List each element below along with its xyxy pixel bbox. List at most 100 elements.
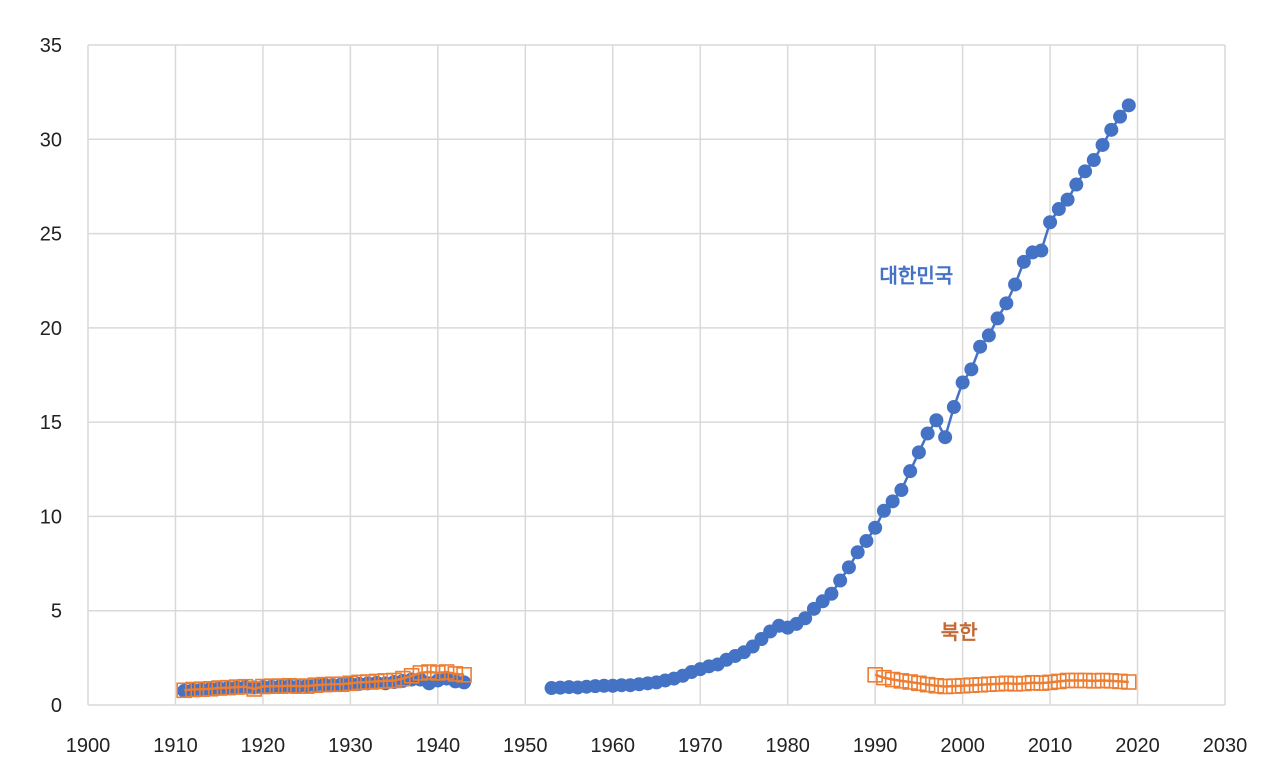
series-annotation: 북한 (941, 620, 978, 644)
data-point (438, 664, 455, 680)
data-point (351, 674, 367, 691)
x-tick-label: 1920 (241, 735, 286, 757)
data-point (981, 676, 997, 693)
data-point (1121, 98, 1136, 113)
data-point (903, 464, 918, 479)
data-point (973, 339, 988, 354)
x-tick-label: 1960 (591, 735, 636, 757)
data-point (920, 426, 935, 441)
x-tick-label: 1980 (765, 735, 810, 757)
data-point (176, 682, 193, 699)
data-point (868, 520, 883, 535)
data-point (876, 503, 891, 518)
data-point (859, 533, 874, 548)
data-point (850, 545, 865, 560)
data-point (972, 677, 988, 693)
data-point (884, 671, 901, 688)
data-point (325, 676, 341, 693)
data-point (1042, 674, 1058, 691)
data-point (1051, 202, 1066, 217)
data-point (1086, 673, 1102, 689)
data-point (360, 674, 376, 690)
x-tick-label: 1930 (328, 735, 373, 757)
data-point (937, 678, 953, 695)
data-point (955, 375, 970, 390)
data-point (395, 670, 411, 687)
data-point (298, 678, 315, 694)
y-tick-label: 20 (40, 318, 62, 340)
data-point (1104, 122, 1119, 137)
series-1 (176, 664, 1137, 699)
data-point (272, 678, 289, 694)
axis-ticks: 1900 1910 1920 1930 1940 1950 1960 1970 1980 1990… (40, 35, 1248, 757)
data-point (964, 362, 979, 377)
data-point (368, 673, 385, 690)
data-point (1094, 672, 1111, 689)
data-point (377, 673, 394, 689)
data-point (833, 573, 848, 588)
x-tick-label: 1990 (853, 735, 898, 757)
data-point (386, 672, 402, 689)
y-tick-label: 10 (40, 506, 62, 528)
x-tick-label: 2010 (1028, 735, 1073, 757)
data-point (1103, 673, 1120, 689)
series-0 (177, 98, 1136, 698)
data-point (456, 667, 472, 683)
data-point (1120, 674, 1137, 690)
data-point (1069, 177, 1084, 192)
data-point (1068, 672, 1085, 689)
x-tick-label: 1900 (66, 735, 111, 757)
x-tick-label: 1940 (416, 735, 461, 757)
data-point (1060, 192, 1075, 207)
data-point (894, 483, 909, 498)
y-tick-label: 25 (40, 224, 62, 246)
data-point (316, 676, 332, 693)
data-point (938, 430, 953, 445)
data-point (255, 678, 271, 695)
data-point (1078, 164, 1093, 179)
data-point (290, 678, 306, 694)
series-line (184, 670, 465, 692)
data-point (1008, 277, 1023, 292)
data-point (911, 445, 926, 460)
data-point (919, 676, 936, 693)
data-point (1077, 672, 1093, 689)
x-tick-label: 1970 (678, 735, 723, 757)
data-point (333, 676, 350, 693)
data-point (1016, 675, 1032, 692)
data-point (412, 665, 429, 681)
data-point (1033, 675, 1050, 691)
data-point (1016, 254, 1031, 269)
data-point (1007, 676, 1023, 692)
y-tick-label: 0 (51, 695, 62, 717)
y-tick-label: 35 (40, 35, 62, 57)
data-point (202, 680, 219, 697)
x-tick-label: 1950 (503, 735, 548, 757)
data-point (193, 681, 210, 697)
data-point (1024, 674, 1041, 691)
data-point (824, 586, 839, 601)
data-point (893, 673, 910, 689)
data-point (1086, 153, 1101, 168)
data-point (281, 677, 297, 694)
data-point (246, 681, 262, 697)
series-line (551, 104, 1130, 690)
data-point (1112, 673, 1128, 690)
series-layer (176, 98, 1137, 699)
data-point (1095, 137, 1110, 152)
data-point (911, 675, 927, 692)
data-point (928, 677, 945, 694)
data-point (990, 311, 1005, 326)
data-point (211, 680, 227, 696)
x-tick-label: 1910 (153, 735, 198, 757)
data-point (998, 675, 1015, 692)
data-point (885, 494, 900, 509)
data-point (342, 675, 359, 692)
data-point (1051, 673, 1067, 690)
series-annotation: 대한민국 (880, 264, 954, 288)
data-point (220, 679, 236, 696)
data-point (228, 679, 245, 695)
data-point (902, 674, 918, 690)
y-tick-label: 30 (40, 129, 62, 151)
